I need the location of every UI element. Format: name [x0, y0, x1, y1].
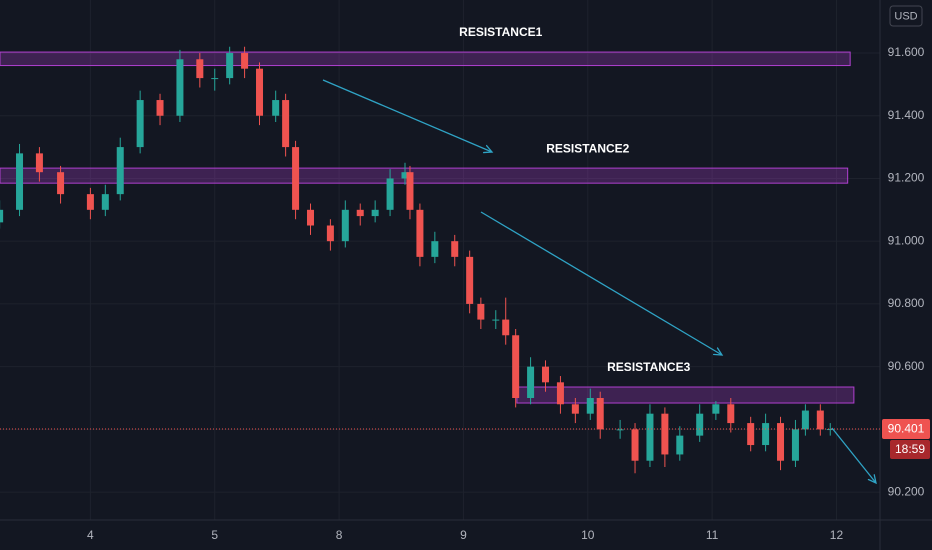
- candle-body: [211, 78, 219, 80]
- axes: 90.20090.40090.60090.80091.00091.20091.4…: [0, 45, 930, 542]
- candle-body: [0, 209, 4, 223]
- candle-body: [292, 147, 300, 210]
- zone-label: RESISTANCE1: [459, 25, 542, 39]
- x-tick-label: 12: [830, 528, 844, 542]
- y-tick-label: 91.000: [888, 233, 925, 247]
- candle-body: [341, 209, 349, 242]
- candle-body: [136, 100, 144, 148]
- candle-body: [477, 303, 485, 320]
- trend-arrow: [831, 427, 876, 483]
- x-tick-label: 5: [211, 528, 218, 542]
- candle-body: [816, 410, 824, 430]
- candle-body: [631, 429, 639, 461]
- candle-body: [57, 172, 65, 195]
- candle-body: [527, 366, 535, 398]
- currency: USD: [894, 10, 917, 22]
- candle-body: [282, 100, 290, 148]
- candle-body: [777, 423, 785, 461]
- candle-body: [616, 429, 624, 431]
- candle-body: [406, 172, 414, 210]
- zone-label: RESISTANCE2: [546, 141, 629, 155]
- trend-arrow: [322, 79, 492, 152]
- y-tick-label: 91.600: [888, 45, 925, 59]
- candle-body: [542, 366, 550, 383]
- candle-body: [502, 319, 510, 336]
- candle-body: [661, 413, 669, 455]
- x-tick-label: 11: [706, 528, 719, 542]
- candle-body: [272, 100, 280, 116]
- candle-body: [596, 397, 604, 430]
- trend-arrow: [480, 211, 722, 355]
- y-tick-label: 91.200: [888, 171, 925, 185]
- currency-box[interactable]: [889, 5, 923, 27]
- candle-body: [712, 404, 720, 414]
- candle-body: [492, 319, 500, 321]
- candle-body: [676, 435, 684, 455]
- candle-body: [586, 397, 594, 414]
- candle-body: [386, 178, 394, 210]
- candle-body: [431, 241, 439, 257]
- candle-body: [512, 335, 520, 398]
- y-tick-label: 91.400: [888, 108, 925, 122]
- x-tick-label: 4: [87, 528, 94, 542]
- candle-body: [571, 404, 579, 414]
- candle-body: [791, 429, 799, 461]
- candle-body: [176, 59, 184, 116]
- x-tick-label: 10: [581, 528, 595, 542]
- candle-body: [801, 410, 809, 430]
- x-tick-label: 8: [336, 528, 343, 542]
- candle-body: [241, 53, 249, 69]
- countdown: 18:59: [895, 442, 925, 456]
- candle-body: [16, 153, 24, 210]
- candle-body: [86, 194, 94, 210]
- candle-body: [371, 209, 379, 217]
- candle-body: [35, 153, 43, 173]
- candle-body: [416, 209, 424, 257]
- y-tick-label: 90.800: [888, 296, 925, 310]
- candle-body: [646, 413, 654, 461]
- candle-body: [451, 241, 459, 257]
- y-tick-label: 90.200: [888, 484, 925, 498]
- candle-body: [196, 59, 204, 79]
- candle-body: [156, 100, 164, 116]
- candle-body: [356, 209, 364, 217]
- countdown-box: [890, 440, 930, 460]
- y-tick-label: 90.600: [888, 359, 925, 373]
- candle-body: [226, 53, 234, 79]
- last-price-box: [882, 419, 930, 440]
- x-tick-label: 9: [460, 528, 467, 542]
- resistance-zone: [516, 386, 855, 404]
- candle-body: [466, 256, 474, 304]
- zone-label: RESISTANCE3: [607, 360, 690, 374]
- candle-body: [101, 194, 109, 210]
- candles: [0, 46, 834, 474]
- zones: RESISTANCE1 RESISTANCE2 RESISTANCE3: [0, 25, 855, 404]
- candle-body: [826, 429, 834, 431]
- candle-body: [696, 413, 704, 436]
- last-price: 90.401: [888, 422, 925, 436]
- resistance-zone: [0, 167, 849, 184]
- candle-body: [556, 382, 564, 405]
- candle-body: [762, 423, 770, 446]
- candle-body: [306, 209, 314, 226]
- resistance-zone: [0, 51, 851, 67]
- candle-body: [256, 68, 264, 116]
- candle-body: [116, 147, 124, 195]
- candle-body: [326, 225, 334, 242]
- candle-body: [747, 423, 755, 446]
- candle-body: [401, 172, 409, 179]
- candle-body: [727, 404, 735, 424]
